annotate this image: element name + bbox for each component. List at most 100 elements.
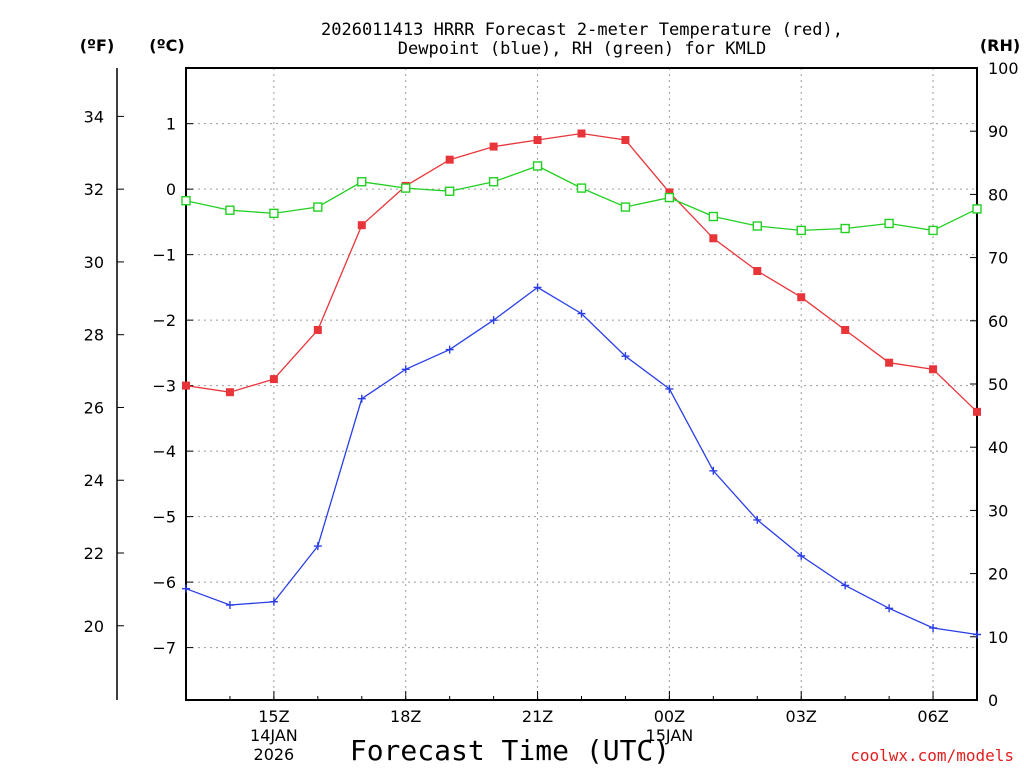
rh-point: [664, 192, 675, 203]
temperature-point: [225, 388, 234, 397]
temperature-point: [621, 136, 630, 145]
rh-tick-label: 0: [988, 691, 998, 710]
dewpoint-point: [533, 283, 542, 292]
temperature-point: [313, 325, 322, 334]
rh-unit-label: (RH): [980, 36, 1020, 55]
temperature-point: [709, 234, 718, 243]
x-axis-label: Forecast Time (UTC): [350, 734, 670, 767]
dewpoint-point: [841, 581, 850, 590]
dewpoint-point: [577, 309, 586, 318]
rh-tick-label: 70: [988, 249, 1008, 268]
dewpoint-point: [665, 384, 674, 393]
x-tick-label: 21Z: [522, 707, 553, 726]
rh-line: [185, 165, 978, 232]
dewpoint-point: [797, 551, 806, 560]
fahrenheit-tick-label: 32: [84, 180, 104, 199]
rh-tick-label: 50: [988, 375, 1008, 394]
rh-point: [444, 186, 455, 196]
fahrenheit-tick-label: 20: [84, 617, 104, 636]
dewpoint-point: [313, 542, 322, 551]
dewpoint-point: [225, 601, 234, 610]
x-tick-label: 18Z: [390, 707, 421, 726]
temperature-point: [665, 188, 674, 197]
rh-tick-label: 100: [988, 59, 1019, 78]
rh-point: [796, 225, 806, 236]
celsius-tick-label: −2: [152, 311, 176, 330]
rh-tick-label: 20: [988, 565, 1008, 584]
x-tick-label: 06Z: [917, 707, 948, 726]
temperature-line: [185, 132, 978, 413]
temperature-point: [929, 365, 938, 374]
temperature-point: [357, 221, 366, 230]
fahrenheit-tick-label: 26: [84, 398, 104, 417]
axes: 10−1−2−3−4−5−6−7343230282624222001020304…: [84, 59, 1019, 764]
dewpoint-point: [753, 515, 762, 524]
rh-point: [225, 205, 235, 215]
rh-tick-label: 60: [988, 312, 1008, 331]
series: [181, 129, 982, 639]
celsius-tick-label: 0: [166, 180, 176, 199]
rh-point: [576, 183, 587, 193]
dewpoint-point: [182, 584, 190, 593]
fahrenheit-tick-label: 24: [84, 471, 104, 490]
credit-text: coolwx.com/models: [850, 746, 1014, 765]
celsius-tick-label: 1: [166, 115, 176, 134]
rh-tick-label: 10: [988, 628, 1008, 647]
chart-title-line2: Dewpoint (blue), RH (green) for KMLD: [398, 39, 766, 59]
rh-point: [708, 211, 719, 222]
celsius-tick-label: −7: [152, 639, 176, 658]
rh-tick-label: 30: [988, 501, 1008, 520]
fahrenheit-tick-label: 22: [84, 544, 104, 563]
rh-point: [928, 225, 938, 236]
fahrenheit-tick-label: 28: [84, 326, 104, 345]
x-tick-label: 15Z: [258, 707, 289, 726]
temperature-point: [445, 155, 454, 164]
rh-point: [269, 208, 279, 219]
temperature-point: [973, 407, 981, 416]
rh-point: [840, 223, 850, 234]
temperature-point: [577, 129, 586, 138]
dewpoint-point: [709, 466, 718, 475]
rh-point: [752, 221, 762, 231]
rh-point: [181, 196, 191, 206]
x-tick-date: 14JAN: [250, 726, 298, 745]
celsius-tick-label: −4: [152, 442, 176, 461]
temperature-point: [885, 358, 894, 367]
rh-point: [884, 218, 894, 229]
temperature-point: [797, 293, 806, 302]
celsius-tick-label: −3: [152, 377, 176, 396]
rh-tick-label: 80: [988, 185, 1008, 204]
dewpoint-point: [445, 345, 454, 354]
temperature-point: [841, 325, 850, 334]
temperature-point: [269, 375, 278, 384]
rh-tick-label: 40: [988, 438, 1008, 457]
rh-point: [357, 177, 367, 187]
dewpoint-point: [357, 394, 366, 403]
x-tick-label: 00Z: [654, 707, 685, 726]
dewpoint-point: [489, 316, 498, 325]
fahrenheit-tick-label: 30: [84, 253, 104, 272]
rh-point: [401, 183, 411, 193]
rh-point: [972, 204, 982, 214]
x-tick-date: 15JAN: [646, 726, 694, 745]
celsius-unit-label: (ºC): [149, 36, 184, 55]
chart-title-line1: 2026011413 HRRR Forecast 2-meter Tempera…: [321, 20, 843, 40]
dewpoint-point: [929, 623, 938, 632]
fahrenheit-tick-label: 34: [84, 107, 104, 126]
dewpoint-point: [401, 365, 410, 374]
dewpoint-point: [973, 630, 981, 639]
celsius-tick-label: −1: [152, 246, 176, 265]
celsius-tick-label: −5: [152, 508, 176, 527]
x-tick-year: 2026: [254, 745, 295, 764]
dewpoint-point: [269, 597, 278, 606]
fahrenheit-unit-label: (ºF): [80, 36, 115, 55]
rh-point: [488, 177, 499, 187]
temperature-point: [182, 381, 190, 390]
dewpoint-point: [885, 604, 894, 613]
celsius-tick-label: −6: [152, 573, 176, 592]
rh-point: [620, 202, 631, 212]
temperature-point: [753, 267, 762, 276]
temperature-point: [489, 142, 498, 151]
dewpoint-point: [621, 352, 630, 361]
